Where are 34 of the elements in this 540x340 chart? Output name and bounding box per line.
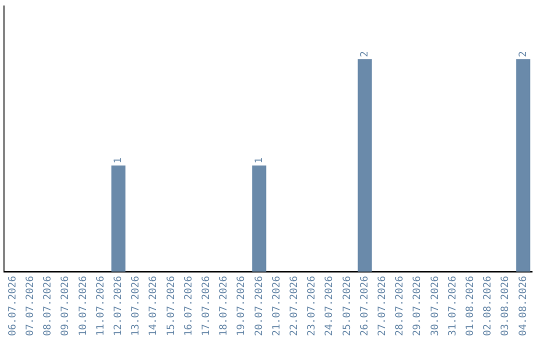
x-tick-label: 11.07.2026 [95, 276, 106, 336]
x-tick-label: 02.08.2026 [482, 276, 494, 336]
x-tick-label: 17.07.2026 [200, 276, 212, 336]
data-label: 1 [112, 157, 124, 164]
x-tick-label: 21.07.2026 [271, 276, 282, 336]
x-tick-label: 03.08.2026 [500, 276, 512, 336]
x-tick-label: 01.08.2026 [464, 276, 476, 336]
x-tick-label: 19.07.2026 [236, 276, 248, 336]
x-tick-label: 08.07.2026 [42, 276, 54, 336]
x-tick-label: 16.07.2026 [183, 276, 194, 336]
x-tick-label: 28.07.2026 [394, 276, 406, 336]
x-tick-label: 23.07.2026 [306, 276, 318, 336]
x-tick-label: 18.07.2026 [218, 276, 230, 336]
x-tick-label: 13.07.2026 [130, 276, 142, 336]
data-label: 2 [359, 51, 370, 58]
x-tick-label: 25.07.2026 [342, 276, 353, 336]
data-label: 1 [254, 157, 265, 164]
x-tick-label: 20.07.2026 [254, 276, 265, 336]
x-tick-label: 31.07.2026 [447, 276, 458, 336]
data-label: 2 [518, 51, 529, 58]
x-tick-label: 27.07.2026 [376, 276, 388, 336]
x-tick-label: 26.07.2026 [359, 276, 370, 336]
x-tick-label: 14.07.2026 [148, 276, 160, 336]
x-tick-label: 12.07.2026 [112, 276, 124, 336]
x-tick-label: 04.08.2026 [518, 276, 529, 336]
x-tick-label: 29.07.2026 [412, 276, 424, 336]
x-tick-label: 22.07.2026 [288, 276, 300, 336]
x-tick-label: 07.07.2026 [24, 276, 36, 336]
x-tick-label: 15.07.2026 [166, 276, 177, 336]
x-tick-label: 09.07.2026 [60, 276, 72, 336]
x-tick-label: 30.07.2026 [430, 276, 441, 336]
x-tick-label: 10.07.2026 [78, 276, 89, 336]
x-tick-label: 06.07.2026 [7, 276, 18, 336]
x-tick-label: 24.07.2026 [324, 276, 336, 336]
